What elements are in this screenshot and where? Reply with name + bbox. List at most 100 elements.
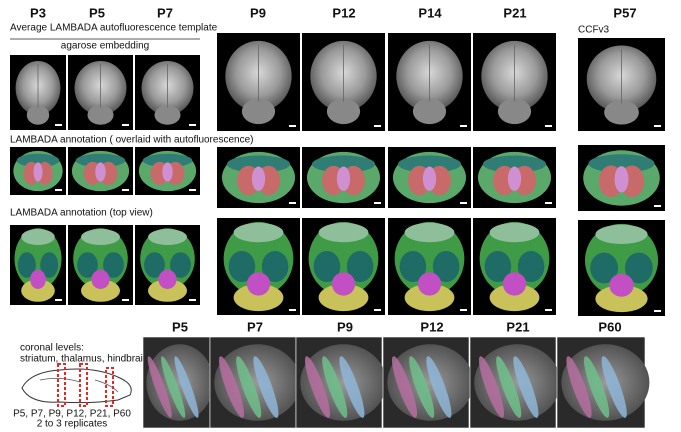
column-header: P60 <box>598 319 621 334</box>
panel <box>382 336 474 429</box>
region <box>313 250 341 283</box>
scale-bar <box>189 299 196 301</box>
scale-bar <box>374 125 381 127</box>
slice <box>304 356 331 418</box>
brain <box>26 105 50 125</box>
region <box>170 252 191 278</box>
region <box>590 252 619 284</box>
region <box>17 252 36 278</box>
panel <box>142 336 214 429</box>
panel <box>217 218 300 315</box>
region <box>81 229 120 245</box>
scale-bar <box>374 309 381 311</box>
region <box>417 272 442 296</box>
slice <box>161 356 186 418</box>
ref-label: CCFv3 <box>578 25 610 36</box>
column-header: P7 <box>157 5 173 20</box>
region <box>251 166 266 191</box>
region <box>21 229 55 245</box>
panel <box>217 147 300 208</box>
scale-bar <box>55 189 62 191</box>
schematic-ages: P5, P7, P9, P12, P21, P60 <box>13 409 131 420</box>
region <box>77 252 98 278</box>
panel <box>68 147 133 195</box>
scale-bar <box>545 125 552 127</box>
scale-bar <box>460 125 467 127</box>
scale-bar <box>654 310 661 312</box>
panel <box>135 55 200 130</box>
region <box>404 283 455 312</box>
scale-bar <box>460 309 467 311</box>
panel <box>68 225 133 305</box>
scale-bar <box>289 125 296 127</box>
brain <box>87 105 114 125</box>
slice <box>322 356 348 418</box>
region <box>81 279 120 302</box>
scale-bar <box>122 299 129 301</box>
region <box>162 162 173 182</box>
slice <box>147 356 172 418</box>
slice <box>513 356 539 418</box>
column-header: P7 <box>247 319 263 334</box>
region <box>30 269 46 289</box>
panel <box>10 147 66 195</box>
region <box>233 283 284 312</box>
region <box>336 166 351 191</box>
panel <box>473 33 556 131</box>
panel <box>135 147 200 195</box>
row-label: LAMBADA annotation (top view) <box>10 208 153 219</box>
brain <box>497 98 532 125</box>
brain <box>241 98 276 125</box>
panel <box>388 218 471 315</box>
region <box>346 250 374 283</box>
column-header: P9 <box>337 319 353 334</box>
region <box>158 269 177 289</box>
region <box>502 272 527 296</box>
region <box>233 222 284 243</box>
panel <box>388 147 471 208</box>
panel <box>302 218 385 315</box>
column-header: P5 <box>89 5 105 20</box>
panel <box>578 38 665 131</box>
region <box>148 279 187 302</box>
schematic-title: coronal levels: <box>20 343 84 354</box>
column-header: P57 <box>613 5 636 20</box>
region <box>331 272 356 296</box>
region <box>399 250 427 283</box>
scale-bar <box>189 124 196 126</box>
panel <box>135 225 200 305</box>
schematic-levels: striatum, thalamus, hindbrain <box>20 354 148 365</box>
brain <box>326 98 361 125</box>
region <box>507 166 522 191</box>
scale-bar <box>545 309 552 311</box>
slice <box>583 356 610 418</box>
region <box>21 279 55 302</box>
region <box>95 162 106 182</box>
region <box>484 250 512 283</box>
slice <box>601 356 627 418</box>
column-header: P9 <box>250 5 266 20</box>
region <box>404 222 455 243</box>
scale-bar <box>55 124 62 126</box>
slice <box>253 356 279 418</box>
scale-bar <box>545 202 552 204</box>
region <box>614 166 629 193</box>
schematic-replicates: 2 to 3 replicates <box>37 419 108 430</box>
brain <box>604 100 639 125</box>
panel <box>68 55 133 130</box>
scale-bar <box>289 309 296 311</box>
region <box>422 166 437 191</box>
scale-bar <box>55 299 62 301</box>
slice <box>391 356 418 418</box>
column-header: P21 <box>506 319 529 334</box>
panel <box>578 220 665 316</box>
column-header: P5 <box>172 319 188 334</box>
scale-bar <box>374 202 381 204</box>
panel <box>295 336 387 429</box>
row-label: Average LAMBADA autofluorescence templat… <box>10 23 218 34</box>
scale-bar <box>460 202 467 204</box>
panel <box>473 147 556 208</box>
region <box>246 272 271 296</box>
region <box>318 283 369 312</box>
